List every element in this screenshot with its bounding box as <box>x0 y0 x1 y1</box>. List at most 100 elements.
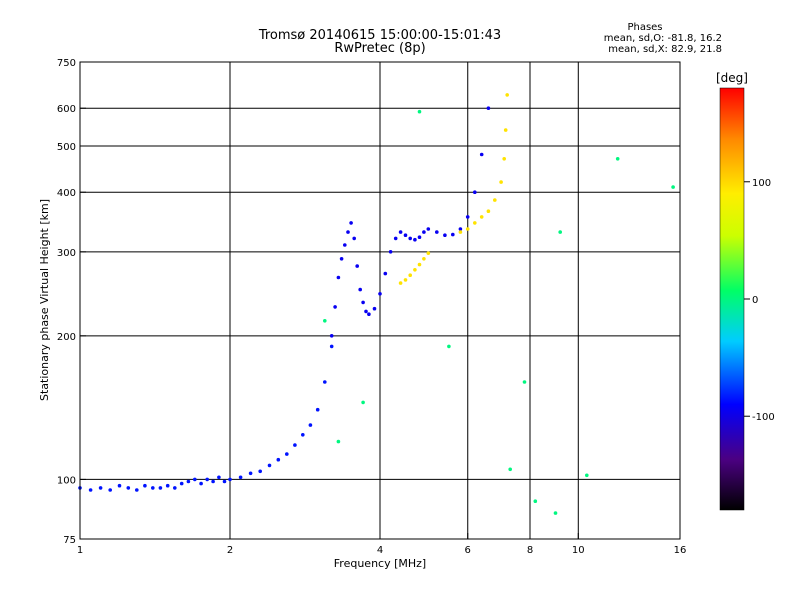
data-point <box>426 227 431 231</box>
y-tick-label: 500 <box>57 142 76 153</box>
data-point <box>408 236 413 241</box>
data-point <box>465 215 470 219</box>
data-point <box>451 232 455 237</box>
data-point <box>378 292 382 296</box>
data-point <box>503 128 508 132</box>
colorbar-tick-label: -100 <box>752 412 775 423</box>
data-point <box>352 236 357 241</box>
data-point <box>258 469 263 474</box>
chart-subtitle: RwPretec (8p) <box>334 41 426 56</box>
colorbar-tick-label: 0 <box>752 295 758 306</box>
data-point <box>435 230 439 234</box>
data-point <box>479 215 484 219</box>
x-tick-label: 16 <box>674 545 687 556</box>
data-point <box>413 268 417 272</box>
data-point <box>343 243 347 247</box>
data-point <box>465 227 470 231</box>
data-point <box>458 227 463 231</box>
data-point <box>508 467 512 472</box>
data-point <box>408 273 413 278</box>
y-tick-label: 600 <box>57 104 76 115</box>
data-point <box>502 157 507 161</box>
data-point <box>98 486 103 490</box>
data-point <box>361 400 365 405</box>
data-point <box>339 257 344 261</box>
data-point <box>248 471 253 476</box>
data-point <box>355 264 360 268</box>
x-tick-label: 1 <box>77 545 83 556</box>
data-point <box>205 477 209 482</box>
data-point <box>323 380 327 384</box>
data-point <box>553 511 558 515</box>
y-axis-label: Stationary phase Virtual Height [km] <box>38 199 51 401</box>
data-point <box>333 305 337 309</box>
data-point <box>186 479 191 484</box>
data-point <box>372 306 377 311</box>
data-point <box>388 250 393 254</box>
data-point <box>615 157 620 161</box>
data-point <box>422 230 426 234</box>
data-point <box>199 481 203 486</box>
data-point <box>222 479 227 484</box>
data-point <box>486 106 491 110</box>
data-point <box>422 257 426 261</box>
data-point <box>398 281 403 285</box>
x-axis-label: Frequency [MHz] <box>334 557 426 570</box>
data-point <box>143 483 147 488</box>
data-point <box>486 209 491 213</box>
data-point <box>217 475 221 480</box>
data-point <box>173 486 177 490</box>
y-tick-label: 75 <box>63 535 76 546</box>
data-point <box>151 486 155 490</box>
colorbar-tick-label: 100 <box>752 178 771 189</box>
data-point <box>165 483 170 488</box>
data-point <box>403 278 408 282</box>
data-point <box>671 185 675 189</box>
data-point <box>558 230 562 234</box>
colorbar <box>719 87 745 511</box>
data-point <box>413 237 417 242</box>
data-point <box>308 423 313 427</box>
data-point <box>493 198 497 202</box>
data-point <box>398 230 403 234</box>
data-point <box>417 262 422 267</box>
x-tick-label: 4 <box>377 545 383 556</box>
data-point <box>108 488 112 492</box>
data-point <box>364 309 368 314</box>
data-point <box>88 488 93 492</box>
data-point <box>315 407 320 412</box>
data-point <box>533 499 538 504</box>
data-point <box>417 109 422 114</box>
data-point <box>117 483 122 488</box>
data-point <box>443 233 447 237</box>
data-point <box>417 235 422 239</box>
data-point <box>336 439 341 444</box>
y-tick-label: 400 <box>57 188 76 199</box>
data-point <box>135 488 139 492</box>
data-point <box>126 486 131 490</box>
data-point <box>358 287 363 292</box>
data-point <box>585 473 589 478</box>
y-tick-label: 300 <box>57 248 76 259</box>
data-point <box>329 344 334 349</box>
data-point <box>211 479 215 484</box>
chart-title: Tromsø 20140615 15:00:00-15:01:43 <box>258 28 502 43</box>
data-point <box>473 221 477 225</box>
x-tick-label: 10 <box>572 545 585 556</box>
data-point <box>522 380 527 384</box>
data-point <box>349 221 353 225</box>
data-point <box>293 443 297 447</box>
data-point <box>228 477 232 482</box>
data-point <box>336 275 341 280</box>
phase-stats-x: mean, sd,X: 82.9, 21.8 <box>608 44 722 55</box>
data-point <box>346 230 350 234</box>
x-tick-label: 8 <box>527 545 533 556</box>
x-tick-label: 2 <box>227 545 233 556</box>
data-point <box>301 433 305 437</box>
y-tick-label: 750 <box>57 58 76 69</box>
data-point <box>383 271 388 276</box>
data-point <box>238 475 243 480</box>
data-point <box>267 463 272 468</box>
data-point <box>367 312 371 317</box>
data-point <box>458 230 463 234</box>
